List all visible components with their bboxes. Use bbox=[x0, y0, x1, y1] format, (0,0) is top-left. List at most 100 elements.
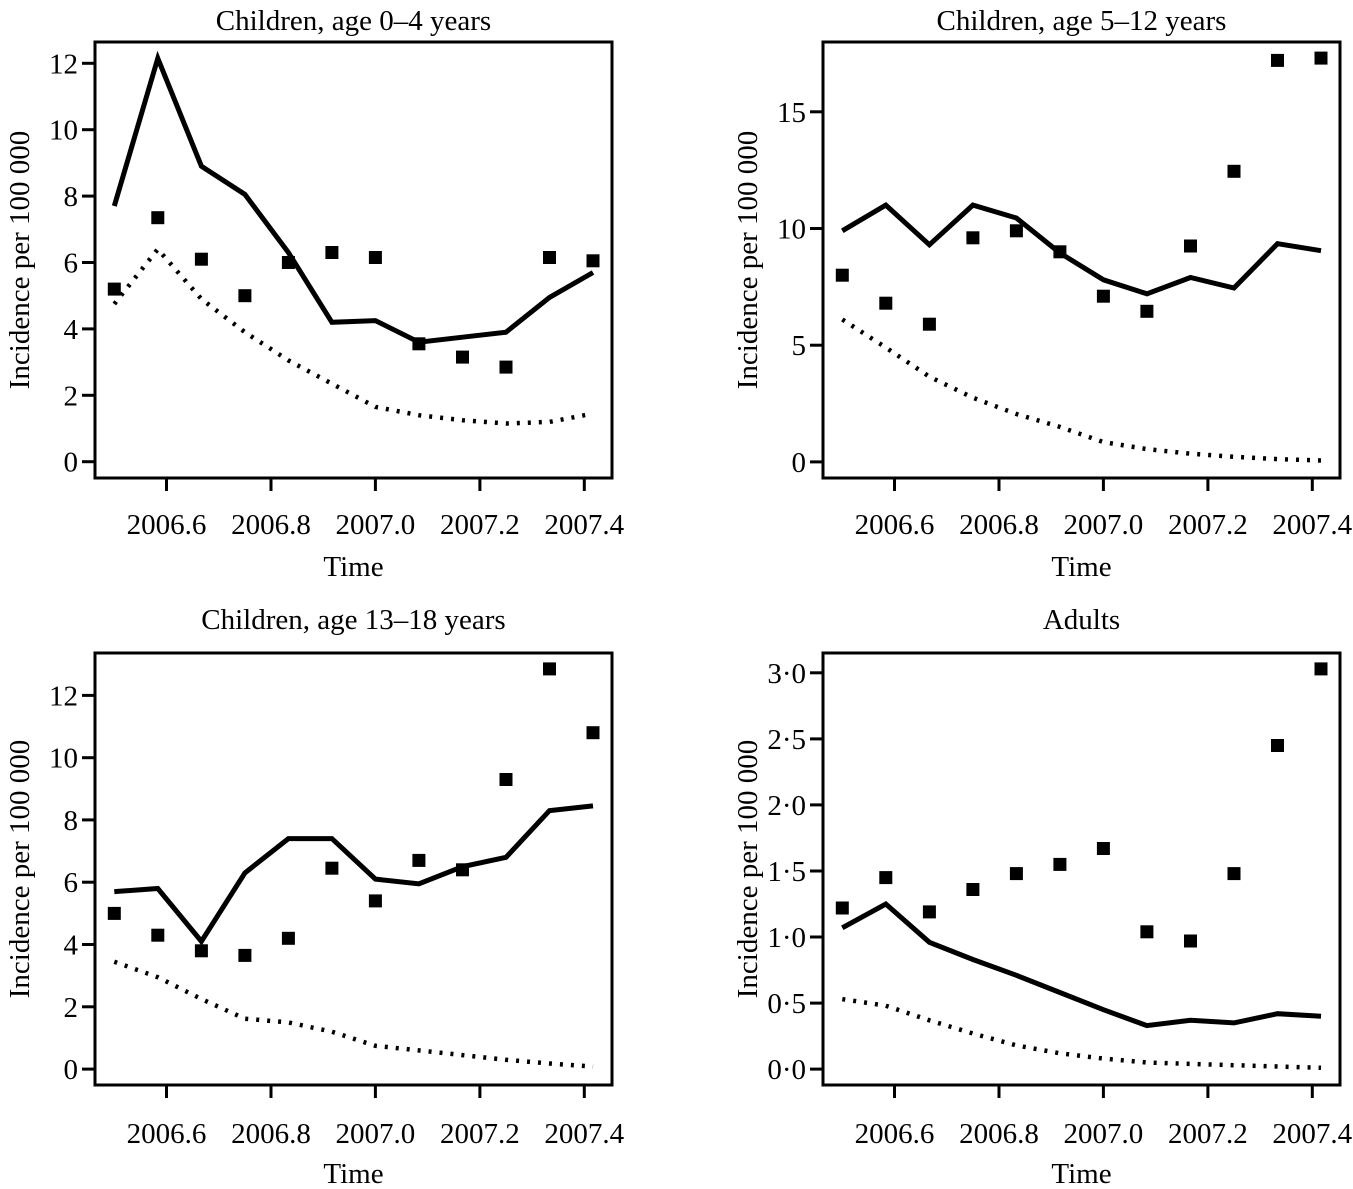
baseline-dotted-line bbox=[112, 245, 594, 426]
observed-squares-marker bbox=[456, 863, 469, 877]
y-tick-label: 10 bbox=[777, 214, 806, 246]
observed-squares-marker bbox=[1009, 867, 1023, 881]
y-tick-label: 2·5 bbox=[767, 724, 806, 756]
y-tick-label: 8 bbox=[64, 805, 79, 837]
y-axis-label: Incidence per 100 000 bbox=[732, 131, 764, 389]
y-tick-label: 0·5 bbox=[767, 988, 806, 1020]
y-tick-label: 5 bbox=[792, 330, 807, 362]
observed-squares-marker bbox=[1096, 842, 1110, 855]
observed-squares-marker bbox=[1009, 224, 1023, 238]
x-tick-label: 2007.2 bbox=[440, 509, 520, 541]
observed-squares-marker bbox=[499, 773, 513, 786]
x-tick-label: 2007.2 bbox=[1168, 509, 1248, 541]
observed-squares-marker bbox=[281, 256, 295, 269]
observed-squares-marker bbox=[325, 246, 339, 259]
observed-squares-marker bbox=[1271, 739, 1284, 752]
chart-panel-children-5-12: 2006.6 2006.8 2007.0 2007.2 2007.4 0 5 10 15 Chil… bbox=[676, 0, 1353, 595]
chart-title: Children, age 0–4 years bbox=[216, 5, 491, 37]
observed-squares-marker bbox=[1140, 304, 1154, 318]
baseline-dotted-line bbox=[113, 959, 594, 1069]
y-axis-label: Incidence per 100 000 bbox=[4, 131, 36, 389]
y-tick-label: 0 bbox=[64, 1054, 79, 1086]
observed-squares-marker bbox=[151, 211, 165, 225]
fitted-solid-line bbox=[114, 803, 594, 946]
x-tick-label: 2007.4 bbox=[544, 509, 624, 541]
fitted-solid-line bbox=[841, 202, 1322, 297]
observed-squares-marker bbox=[922, 317, 936, 331]
observed-squares-marker bbox=[586, 726, 600, 740]
observed-squares-marker bbox=[238, 289, 252, 303]
y-tick-label: 10 bbox=[49, 743, 78, 775]
chart-panel-children-13-18: 2006.6 2006.8 2007.0 2007.2 2007.4 0 2 4 6 8 10 12 C… bbox=[0, 595, 676, 1189]
chart-canvas-1: 2006.6 2006.8 2007.0 2007.2 2007.4 0 5 10 15 Chil… bbox=[732, 5, 1353, 583]
observed-squares-marker bbox=[835, 901, 849, 915]
x-tick-label: 2007.2 bbox=[1168, 1118, 1248, 1150]
observed-squares-marker bbox=[151, 928, 165, 942]
chart-canvas-2: 2006.6 2006.8 2007.0 2007.2 2007.4 0 2 4 6 8 10 12 C… bbox=[4, 604, 625, 1189]
y-tick-label: 0·0 bbox=[767, 1054, 806, 1086]
plot-box bbox=[821, 40, 1342, 480]
observed-squares-marker bbox=[1053, 245, 1067, 259]
observed-squares-marker bbox=[107, 282, 121, 296]
x-tick-label: 2006.8 bbox=[959, 1118, 1039, 1150]
baseline-dotted-line bbox=[841, 317, 1322, 463]
observed-squares-marker bbox=[966, 231, 980, 245]
x-tick-label: 2007.2 bbox=[440, 1118, 520, 1150]
observed-squares-marker bbox=[499, 360, 513, 374]
x-tick-label: 2007.0 bbox=[1064, 509, 1144, 541]
y-tick-label: 4 bbox=[64, 314, 79, 346]
y-tick-label: 6 bbox=[64, 248, 79, 280]
x-tick-label: 2007.0 bbox=[1064, 1118, 1144, 1150]
x-tick-label: 2006.6 bbox=[855, 1118, 935, 1150]
x-tick-label: 2007.0 bbox=[336, 509, 416, 541]
observed-squares-marker bbox=[1314, 662, 1328, 676]
chart-canvas-3: 2006.6 2006.8 2007.0 2007.2 2007.4 0·0 0·5 1·0 1… bbox=[732, 604, 1353, 1189]
chart-title: Children, age 13–18 years bbox=[201, 604, 505, 636]
observed-squares-marker bbox=[586, 254, 600, 268]
baseline-dotted-line bbox=[841, 996, 1322, 1071]
chart-panel-adults: 2006.6 2006.8 2007.0 2007.2 2007.4 0·0 0·5 1·0 1… bbox=[676, 595, 1353, 1189]
chart-title: Children, age 5–12 years bbox=[937, 5, 1227, 37]
y-tick-label: 12 bbox=[49, 48, 78, 80]
observed-squares-marker bbox=[1271, 53, 1284, 67]
fitted-solid-line bbox=[111, 50, 595, 345]
chart-panel-children-0-4: 2006.6 2006.8 2007.0 2007.2 2007.4 0 2 4 6 8 10 12 C… bbox=[0, 0, 676, 595]
x-axis-label: Time bbox=[323, 551, 383, 583]
observed-squares-marker bbox=[543, 251, 556, 264]
observed-squares-marker bbox=[1227, 164, 1241, 178]
plot-box bbox=[821, 651, 1342, 1087]
observed-squares-marker bbox=[281, 931, 295, 945]
observed-squares-marker bbox=[107, 906, 121, 920]
x-tick-label: 2006.6 bbox=[127, 1118, 207, 1150]
observed-squares-marker bbox=[1227, 867, 1241, 881]
x-tick-label: 2006.8 bbox=[231, 509, 311, 541]
observed-squares-marker bbox=[325, 861, 339, 875]
observed-squares-marker bbox=[879, 871, 893, 885]
observed-squares-marker bbox=[368, 894, 382, 908]
plot-box bbox=[93, 40, 614, 480]
fitted-solid-line bbox=[841, 900, 1322, 1029]
y-tick-label: 2·0 bbox=[767, 790, 806, 822]
y-axis-label: Incidence per 100 000 bbox=[732, 740, 764, 998]
observed-squares-marker bbox=[966, 883, 980, 896]
y-tick-label: 0 bbox=[792, 447, 807, 479]
y-tick-label: 12 bbox=[49, 680, 78, 712]
x-tick-label: 2006.8 bbox=[231, 1118, 311, 1150]
x-tick-label: 2007.4 bbox=[544, 1118, 624, 1150]
y-tick-label: 0 bbox=[64, 447, 79, 479]
observed-squares-marker bbox=[194, 252, 208, 266]
y-tick-label: 4 bbox=[64, 930, 79, 962]
x-tick-label: 2006.8 bbox=[959, 509, 1039, 541]
observed-squares-marker bbox=[412, 853, 426, 867]
x-tick-label: 2007.0 bbox=[336, 1118, 416, 1150]
plot-box bbox=[93, 651, 614, 1087]
observed-squares-marker bbox=[1184, 239, 1197, 253]
x-axis-label: Time bbox=[1051, 1158, 1111, 1189]
y-axis-label: Incidence per 100 000 bbox=[4, 740, 36, 998]
x-tick-label: 2006.6 bbox=[855, 509, 935, 541]
chart-canvas-0: 2006.6 2006.8 2007.0 2007.2 2007.4 0 2 4 6 8 10 12 C… bbox=[4, 5, 625, 583]
chart-title: Adults bbox=[1043, 604, 1120, 636]
x-axis-label: Time bbox=[1051, 551, 1111, 583]
observed-squares-marker bbox=[1096, 289, 1110, 303]
